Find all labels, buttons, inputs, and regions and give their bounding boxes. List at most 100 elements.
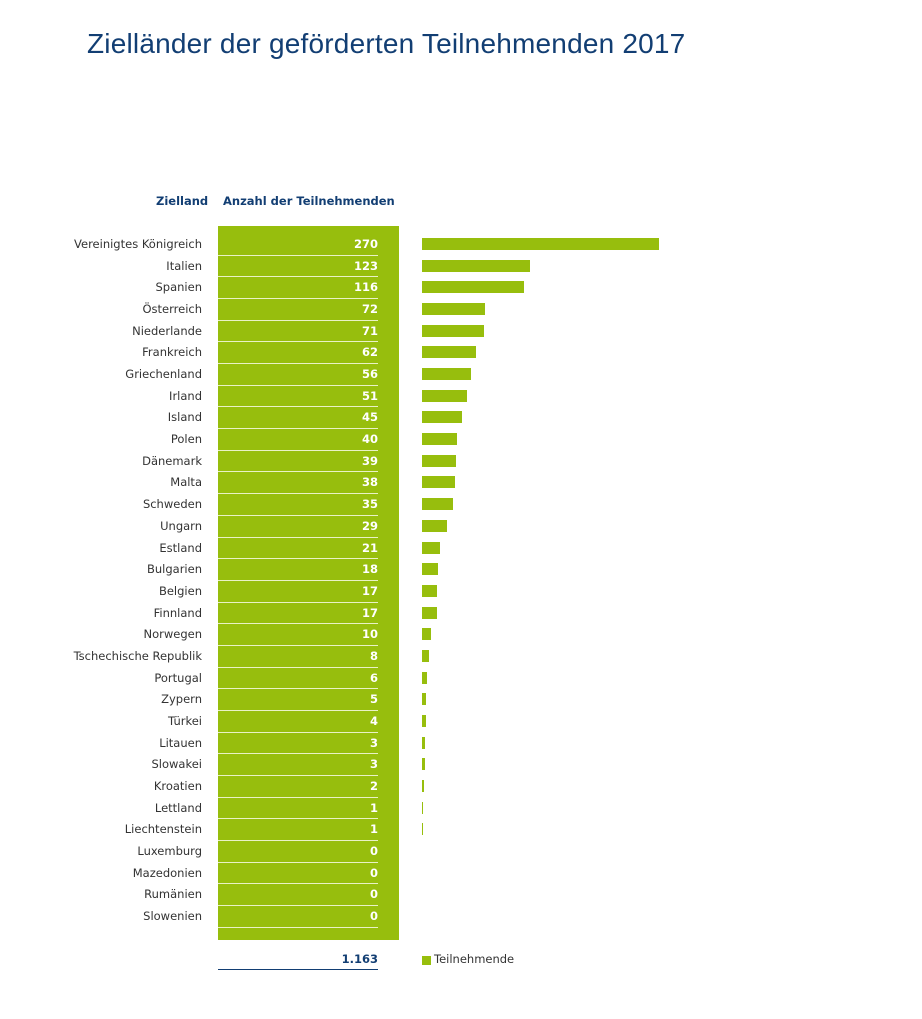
row-divider bbox=[218, 926, 378, 928]
row-divider bbox=[218, 579, 378, 581]
category-header: Zielland bbox=[156, 194, 209, 208]
row-divider bbox=[218, 514, 378, 516]
total-underline bbox=[218, 969, 378, 970]
bar bbox=[422, 346, 477, 359]
category-label: Niederlande bbox=[132, 323, 202, 338]
category-label: Spanien bbox=[155, 280, 203, 295]
row-divider bbox=[218, 709, 378, 711]
category-label: Irland bbox=[169, 388, 202, 403]
category-label: Vereinigtes Königreich bbox=[74, 237, 202, 251]
value-label: 62 bbox=[361, 345, 378, 360]
value-label: 6 bbox=[369, 670, 378, 685]
category-label: Estland bbox=[159, 540, 202, 555]
row-divider bbox=[218, 406, 378, 408]
row-divider bbox=[218, 861, 378, 863]
bar bbox=[422, 671, 428, 684]
row-divider bbox=[218, 254, 378, 256]
category-label: Finnland bbox=[153, 605, 202, 620]
category-label: Schweden bbox=[142, 497, 202, 512]
value-label: 10 bbox=[361, 627, 378, 642]
value-label: 1 bbox=[369, 822, 378, 837]
row-divider bbox=[218, 688, 378, 690]
row-divider bbox=[218, 796, 378, 798]
row-divider bbox=[218, 276, 378, 278]
row-divider bbox=[218, 840, 378, 842]
row-divider bbox=[218, 298, 378, 300]
category-label: Tschechische Republik bbox=[73, 648, 202, 663]
value-panel bbox=[218, 226, 399, 940]
row-divider bbox=[218, 731, 378, 733]
row-divider bbox=[218, 319, 378, 321]
category-label: Polen bbox=[170, 432, 202, 447]
value-label: 0 bbox=[369, 887, 378, 902]
category-label: Mazedonien bbox=[132, 865, 202, 880]
value-label: 8 bbox=[369, 648, 378, 663]
chart-title: Zielländer der geförderten Teilnehmenden… bbox=[87, 28, 686, 59]
bar bbox=[422, 584, 437, 597]
value-header: Anzahl der Teilnehmenden bbox=[223, 194, 395, 208]
value-label: 38 bbox=[361, 475, 378, 490]
row-divider bbox=[218, 558, 378, 560]
bar bbox=[422, 801, 423, 814]
category-label: Slowakei bbox=[151, 757, 202, 772]
bar bbox=[422, 823, 423, 836]
row-divider bbox=[218, 493, 378, 495]
category-label: Belgien bbox=[158, 583, 202, 598]
row-divider bbox=[218, 644, 378, 646]
row-divider bbox=[218, 384, 378, 386]
bar bbox=[422, 649, 430, 662]
row-divider bbox=[218, 601, 378, 603]
value-label: 39 bbox=[361, 453, 378, 468]
value-label: 270 bbox=[353, 237, 378, 251]
value-label: 1 bbox=[369, 800, 378, 815]
category-label: Portugal bbox=[154, 670, 202, 685]
bar bbox=[422, 736, 425, 749]
value-label: 3 bbox=[369, 757, 378, 772]
value-label: 0 bbox=[369, 865, 378, 880]
bar bbox=[422, 281, 524, 294]
value-label: 4 bbox=[369, 713, 378, 728]
category-label: Kroatien bbox=[153, 779, 202, 793]
bar bbox=[422, 259, 530, 272]
category-label: Malta bbox=[170, 475, 202, 490]
row-divider bbox=[218, 623, 378, 625]
value-label: 29 bbox=[361, 518, 378, 533]
value-label: 35 bbox=[361, 497, 378, 512]
row-divider bbox=[218, 666, 378, 668]
row-divider bbox=[218, 363, 378, 365]
bar bbox=[422, 563, 438, 576]
value-label: 17 bbox=[361, 605, 378, 620]
category-label: Liechtenstein bbox=[124, 822, 202, 837]
row-divider bbox=[218, 883, 378, 885]
row-divider bbox=[218, 471, 378, 473]
value-label: 3 bbox=[369, 735, 378, 750]
category-label: Dänemark bbox=[142, 453, 202, 468]
legend-swatch bbox=[422, 956, 431, 965]
bar bbox=[422, 303, 486, 316]
category-label: Slowenien bbox=[143, 909, 202, 924]
value-label: 123 bbox=[353, 258, 378, 273]
value-label: 2 bbox=[369, 779, 378, 793]
category-label: Österreich bbox=[142, 302, 202, 317]
bar bbox=[422, 389, 467, 402]
row-divider bbox=[218, 775, 378, 776]
legend-label: Teilnehmende bbox=[434, 952, 515, 966]
bar bbox=[422, 758, 425, 771]
row-divider bbox=[218, 536, 378, 538]
bar bbox=[422, 324, 485, 337]
category-label: Lettland bbox=[154, 800, 202, 815]
value-label: 72 bbox=[361, 302, 378, 317]
bar bbox=[422, 238, 659, 250]
category-label: Türkei bbox=[168, 713, 202, 728]
category-label: Frankreich bbox=[142, 345, 202, 360]
bar bbox=[422, 628, 431, 641]
bar bbox=[422, 433, 458, 446]
value-label: 17 bbox=[361, 583, 378, 598]
row-divider bbox=[218, 341, 378, 343]
category-label: Norwegen bbox=[143, 627, 202, 642]
row-divider bbox=[218, 905, 378, 907]
category-label: Griechenland bbox=[125, 367, 202, 382]
value-label: 21 bbox=[361, 540, 378, 555]
category-label: Bulgarien bbox=[146, 562, 202, 577]
